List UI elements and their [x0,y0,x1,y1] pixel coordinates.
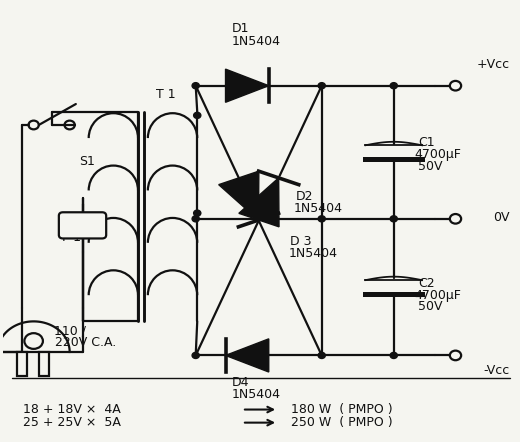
Text: C2: C2 [419,277,435,290]
Bar [17,352,28,376]
Text: 250 W  ( PMPO ): 250 W ( PMPO ) [291,416,393,429]
Text: 50V: 50V [419,160,443,172]
Text: 1N5404: 1N5404 [288,247,337,260]
Text: 0V: 0V [493,211,510,225]
Text: 220V C.A.: 220V C.A. [55,336,116,349]
Text: S1: S1 [79,155,95,168]
Text: 1N5404: 1N5404 [293,202,343,215]
Text: D1: D1 [232,23,249,35]
Text: 110 /: 110 / [54,324,86,338]
Text: 50V: 50V [419,301,443,313]
Circle shape [192,352,199,358]
Text: 1N5404: 1N5404 [232,388,281,401]
Circle shape [193,210,201,216]
Text: D2: D2 [296,191,314,203]
FancyBboxPatch shape [59,212,106,238]
Bar [39,352,49,376]
Text: C1: C1 [419,136,435,149]
Text: +Vcc: +Vcc [476,58,510,71]
Text: D4: D4 [232,376,249,389]
Text: 18 + 18V ×  4A: 18 + 18V × 4A [23,403,121,416]
Text: 4700μF: 4700μF [414,148,461,161]
Circle shape [318,83,326,89]
Polygon shape [219,171,259,220]
Text: D 3: D 3 [290,236,311,248]
Text: T 1: T 1 [156,88,176,101]
Text: -Vcc: -Vcc [483,364,510,377]
Circle shape [390,352,397,358]
Text: 4700μF: 4700μF [414,289,461,302]
Circle shape [192,216,199,222]
Polygon shape [239,178,279,227]
Circle shape [192,83,199,89]
Text: 25 + 25V ×  5A: 25 + 25V × 5A [23,416,121,429]
Circle shape [390,83,397,89]
Circle shape [193,112,201,118]
Text: 180 W  ( PMPO ): 180 W ( PMPO ) [291,403,393,416]
Circle shape [390,216,397,222]
Text: 1N5404: 1N5404 [232,34,281,48]
Polygon shape [226,69,269,102]
Text: F 1: F 1 [62,231,81,244]
Circle shape [318,216,326,222]
Polygon shape [226,339,269,372]
Circle shape [318,352,326,358]
